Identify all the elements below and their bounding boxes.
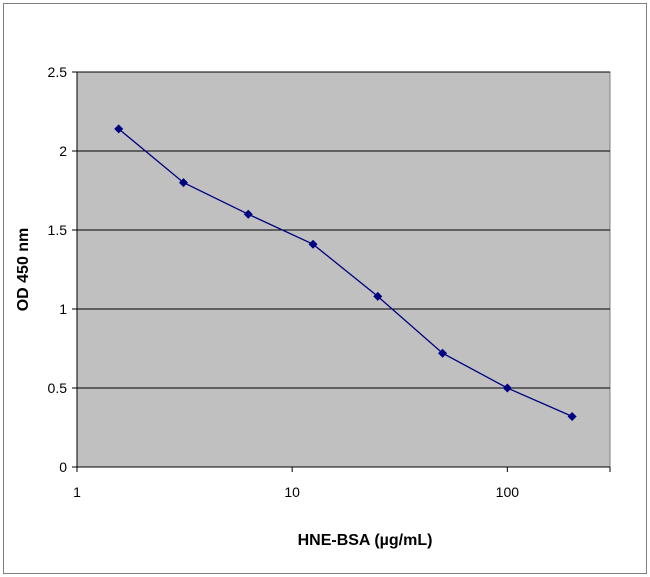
gridlines	[77, 71, 610, 389]
data-point-marker	[373, 291, 383, 301]
data-point-marker	[567, 411, 577, 421]
axes	[76, 72, 610, 468]
data-point-marker	[502, 383, 512, 393]
x-tick-label: 1	[73, 484, 81, 500]
x-axis-title: HNE-BSA (µg/mL)	[298, 532, 433, 549]
y-tick-label: 2.5	[48, 64, 68, 80]
series-line	[118, 128, 573, 417]
data-point-marker	[243, 209, 253, 219]
data-point-marker	[178, 178, 188, 188]
y-tick-label: 1.5	[48, 222, 68, 238]
series-layer	[114, 124, 577, 421]
y-axis-ticks: 0 0.5 1 1.5 2 2.5	[48, 64, 77, 475]
y-tick-label: 0.5	[48, 380, 68, 396]
data-point-marker	[438, 348, 448, 358]
x-axis-ticks: 1 10 100	[73, 467, 611, 500]
data-point-marker	[308, 239, 318, 249]
y-tick-label: 0	[59, 459, 67, 475]
x-tick-label: 100	[496, 484, 520, 500]
y-tick-label: 2	[59, 143, 67, 159]
y-tick-label: 1	[59, 301, 67, 317]
data-point-marker	[114, 124, 124, 134]
x-tick-label: 10	[284, 484, 300, 500]
y-axis-title: OD 450 nm	[15, 228, 32, 312]
